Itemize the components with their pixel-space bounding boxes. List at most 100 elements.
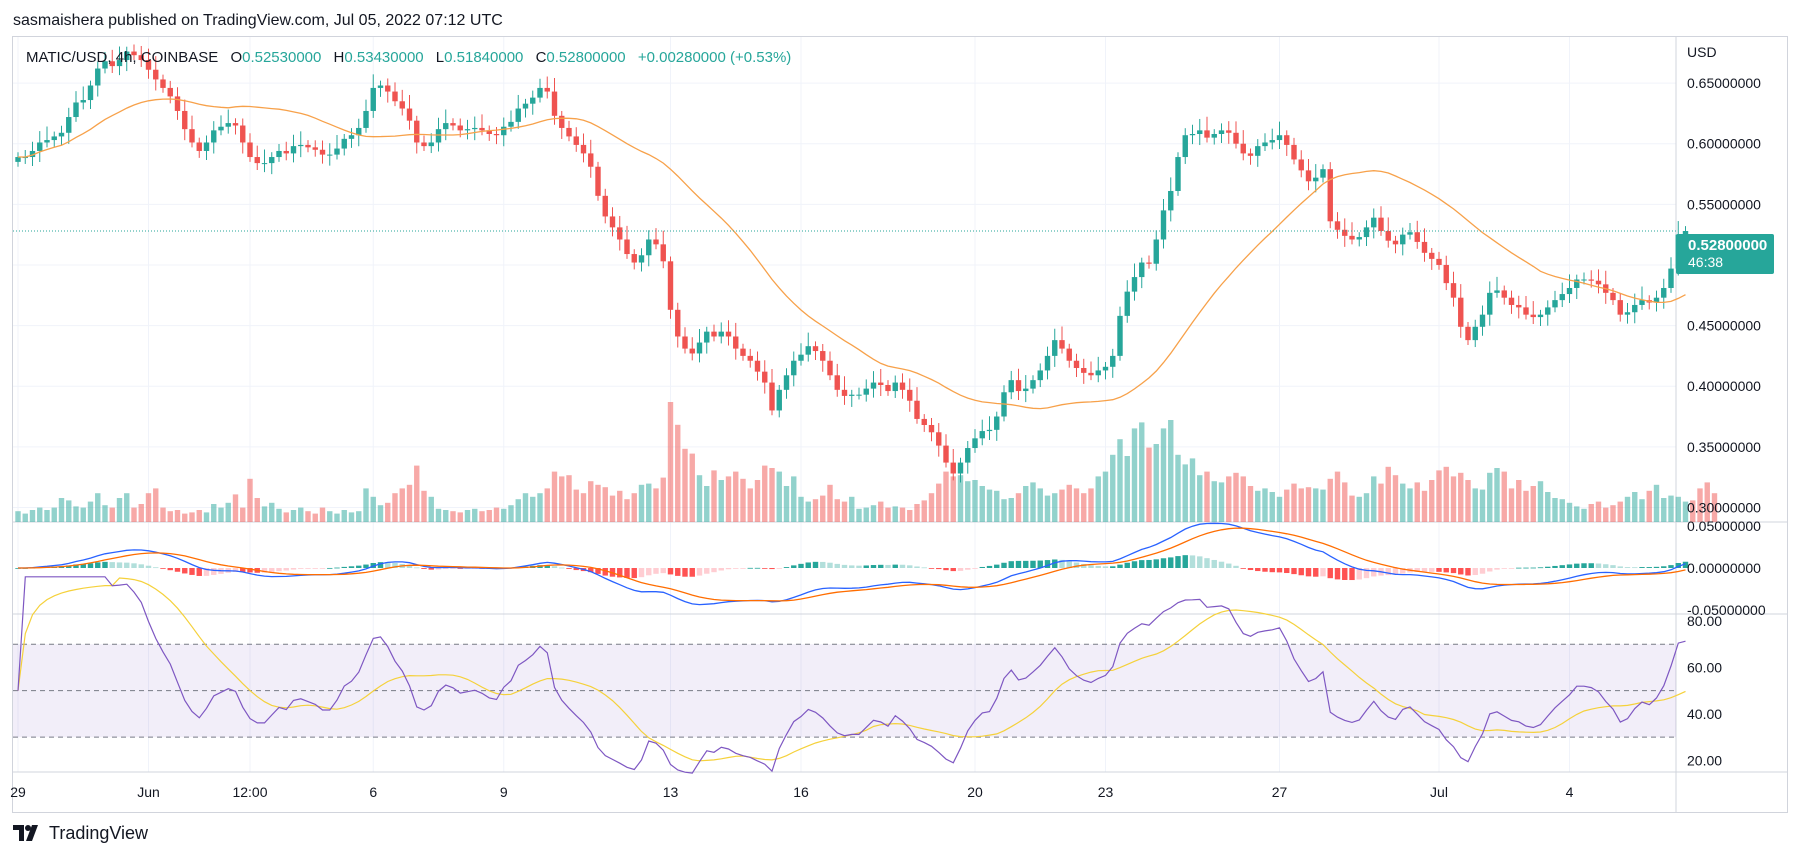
candle-body bbox=[102, 61, 108, 69]
macd-histogram-bar bbox=[1494, 568, 1500, 570]
candle-body bbox=[1095, 370, 1101, 376]
macd-histogram-bar bbox=[1559, 565, 1565, 568]
macd-histogram-bar bbox=[834, 563, 840, 568]
candle-body bbox=[624, 239, 630, 255]
volume-bar bbox=[1552, 498, 1558, 522]
macd-histogram-bar bbox=[783, 567, 790, 568]
candle-body bbox=[1269, 140, 1275, 143]
candle-body bbox=[870, 382, 877, 389]
candle-body bbox=[747, 355, 753, 361]
volume-bar bbox=[479, 511, 485, 522]
volume-bar bbox=[522, 493, 529, 522]
volume-bar bbox=[617, 490, 623, 522]
time-tick-label: Jul bbox=[1430, 784, 1448, 800]
candle-body bbox=[399, 101, 405, 109]
macd-histogram-bar bbox=[689, 568, 695, 577]
volume-bar bbox=[1073, 488, 1080, 522]
candle-body bbox=[1508, 297, 1515, 305]
time-tick-label: 9 bbox=[500, 784, 508, 800]
candle-body bbox=[356, 127, 362, 136]
volume-bar bbox=[1378, 483, 1384, 522]
macd-histogram-bar bbox=[1429, 568, 1435, 572]
macd-histogram-bar bbox=[725, 568, 732, 570]
macd-histogram-bar bbox=[356, 565, 362, 568]
candle-body bbox=[1429, 252, 1435, 259]
macd-histogram-bar bbox=[124, 562, 130, 568]
volume-bar bbox=[327, 511, 333, 522]
candle-body bbox=[740, 348, 746, 356]
macd-histogram-bar bbox=[986, 565, 993, 568]
footer-branding[interactable]: TradingView bbox=[13, 820, 148, 846]
macd-histogram-bar bbox=[1371, 568, 1377, 577]
volume-bar bbox=[406, 484, 413, 522]
candle-body bbox=[1400, 234, 1406, 245]
volume-bar bbox=[1566, 502, 1573, 522]
macd-histogram-bar bbox=[95, 562, 101, 568]
macd-histogram-bar bbox=[305, 568, 311, 569]
candle-body bbox=[261, 163, 268, 165]
candle-body bbox=[1407, 232, 1413, 235]
volume-bar bbox=[1429, 480, 1435, 522]
candle-body bbox=[762, 371, 768, 383]
candle-body bbox=[1610, 292, 1616, 301]
volume-bar bbox=[1697, 488, 1703, 522]
volume-bar bbox=[530, 496, 536, 522]
macd-histogram-bar bbox=[1523, 567, 1529, 569]
candle-body bbox=[1197, 130, 1203, 134]
candle-body bbox=[189, 129, 195, 143]
volume-bar bbox=[776, 471, 782, 522]
candle-body bbox=[1342, 229, 1348, 236]
macd-histogram-bar bbox=[878, 564, 884, 568]
macd-histogram-bar bbox=[1552, 565, 1558, 568]
candle-body bbox=[834, 375, 840, 390]
macd-histogram-bar bbox=[1574, 563, 1580, 568]
candle-body bbox=[588, 153, 594, 167]
volume-bar bbox=[1414, 482, 1420, 522]
symbol-legend[interactable]: MATIC/USD, 4h, COINBASE O0.52530000 H0.5… bbox=[26, 48, 791, 68]
volume-bar bbox=[1356, 496, 1362, 522]
volume-bar bbox=[1001, 499, 1007, 522]
candle-body bbox=[1595, 280, 1602, 285]
macd-histogram-bar bbox=[312, 568, 318, 569]
macd-histogram-bar bbox=[1276, 568, 1283, 573]
rsi-tick-label: 40.00 bbox=[1687, 706, 1722, 722]
volume-bar bbox=[1168, 420, 1174, 522]
candle-body bbox=[218, 126, 224, 131]
candle-body bbox=[472, 127, 478, 130]
macd-histogram-bar bbox=[1414, 568, 1420, 572]
high-label: H bbox=[333, 49, 345, 66]
volume-bar bbox=[363, 488, 369, 522]
volume-bar bbox=[878, 501, 884, 522]
volume-bar bbox=[261, 506, 268, 522]
volume-bar bbox=[1247, 486, 1254, 522]
candle-body bbox=[733, 336, 739, 349]
candle-body bbox=[80, 100, 86, 103]
macd-histogram-bar bbox=[167, 568, 173, 571]
volume-bar bbox=[689, 453, 695, 522]
volume-bar bbox=[754, 480, 761, 522]
candle-body bbox=[1146, 262, 1152, 264]
volume-bar bbox=[841, 501, 848, 522]
macd-histogram-bar bbox=[950, 568, 956, 572]
candle-body bbox=[1566, 287, 1573, 295]
macd-histogram-bar bbox=[1516, 567, 1522, 569]
volume-bar bbox=[979, 486, 985, 522]
volume-bar bbox=[1516, 480, 1522, 522]
candle-body bbox=[1327, 169, 1333, 222]
candle-body bbox=[305, 144, 311, 148]
volume-bar bbox=[1298, 488, 1304, 522]
macd-histogram-bar bbox=[551, 566, 558, 568]
candle-body bbox=[464, 129, 471, 131]
macd-histogram-bar bbox=[160, 568, 166, 569]
candle-body bbox=[1298, 159, 1304, 171]
candle-body bbox=[428, 142, 434, 147]
candles bbox=[15, 44, 1689, 483]
candle-body bbox=[921, 418, 927, 425]
symbol-name[interactable]: MATIC/USD, 4h, COINBASE bbox=[26, 49, 219, 66]
candle-body bbox=[1479, 314, 1486, 327]
macd-histogram-bar bbox=[1639, 567, 1645, 568]
candle-body bbox=[1349, 235, 1355, 240]
rsi-tick-label: 80.00 bbox=[1687, 613, 1722, 629]
volume-bar bbox=[1581, 508, 1587, 522]
